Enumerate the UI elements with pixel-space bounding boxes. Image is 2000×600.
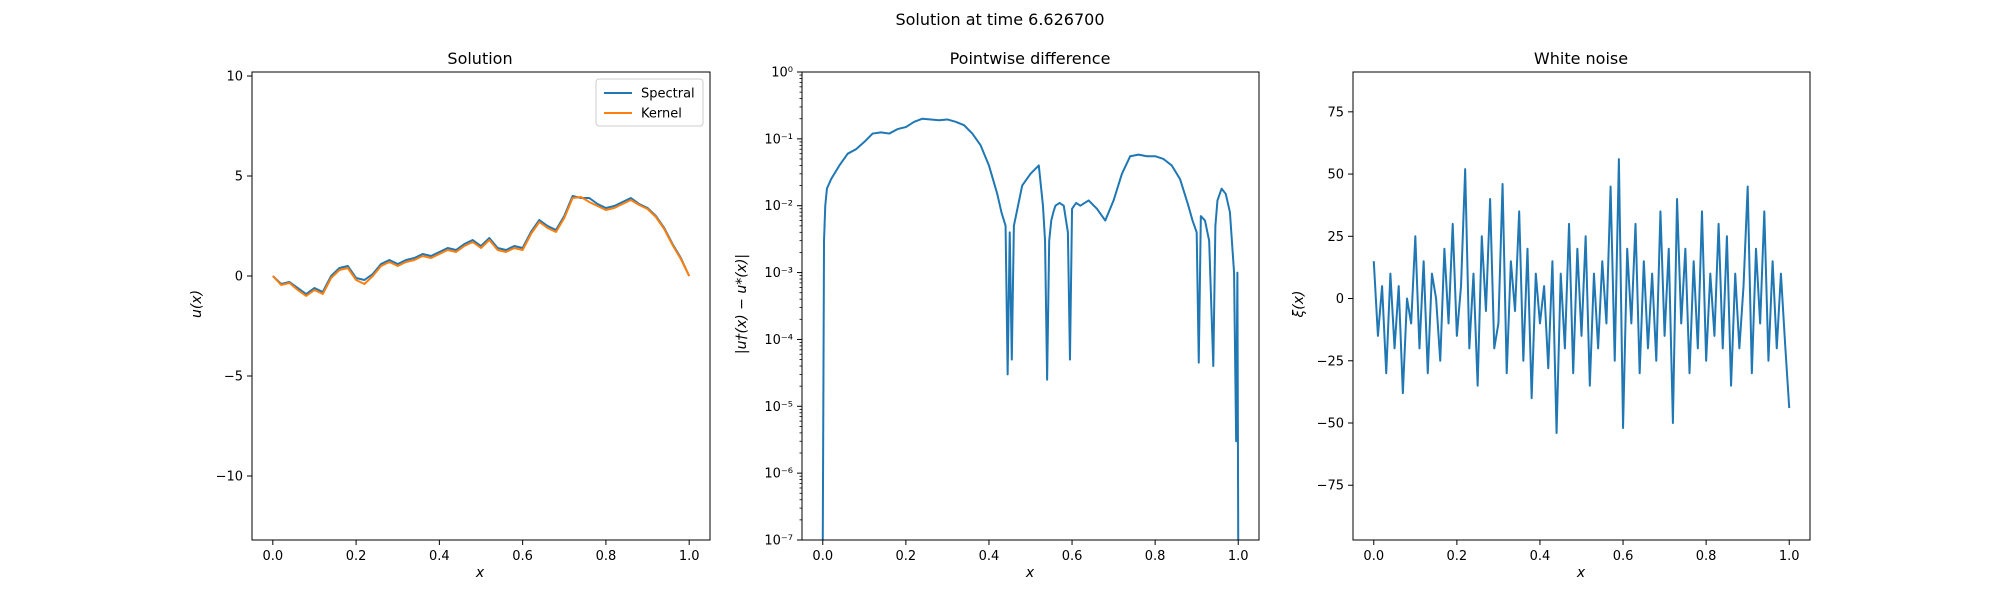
plot-area: 0.0 0.2 0.4 0.6 0.8 1.0 10⁻⁷ 10⁻⁶ 10⁻⁵ 10⁻⁴ 10⁻³ 10… <box>764 66 1260 564</box>
y-tick-label: −50 <box>1317 417 1344 432</box>
legend-label-kernel: Kernel <box>641 107 682 122</box>
y-tick-label: 10⁻¹ <box>764 132 793 147</box>
series-line-data <box>821 117 1240 540</box>
y-tick-label: 25 <box>1327 230 1344 245</box>
y-tick-label: 10⁻⁴ <box>764 333 793 348</box>
axes-frame <box>1352 71 1811 541</box>
x-tick-label: 1.0 <box>679 549 700 564</box>
y-tick-label: −10 <box>216 470 243 485</box>
y-tick-label: 10⁻³ <box>764 266 793 281</box>
y-tick-label: 10⁻⁵ <box>764 400 793 415</box>
y-tick-label: 0 <box>1336 292 1344 307</box>
chart-white-noise: White noise 0.0 0.2 0.4 0.6 0.8 1.0−75−50−250… <box>1291 49 1811 581</box>
y-tick-label: −25 <box>1317 354 1344 369</box>
y-axis-label: ξ(x) <box>1291 290 1307 318</box>
x-tick-label: 0.6 <box>1062 549 1083 564</box>
chart-title: White noise <box>1534 49 1628 68</box>
y-tick-label: 10⁰ <box>771 66 793 81</box>
x-tick-label: 0.6 <box>512 549 533 564</box>
y-tick-label: −5 <box>224 370 243 385</box>
y-tick-label: 10 <box>226 70 243 85</box>
y-tick-label: 5 <box>235 170 243 185</box>
x-tick-label: 0.0 <box>812 549 833 564</box>
series-line-spectral <box>272 195 691 295</box>
figure-suptitle: Solution at time 6.626700 <box>895 10 1104 29</box>
legend-label-spectral: Spectral <box>641 87 695 102</box>
y-tick-label: 0 <box>235 270 243 285</box>
y-tick-label: −75 <box>1317 479 1344 494</box>
x-axis-label: x <box>1025 565 1035 581</box>
x-tick-label: 0.4 <box>979 549 1000 564</box>
legend-box <box>595 78 704 127</box>
x-tick-label: 0.2 <box>346 549 367 564</box>
chart-title: Solution <box>447 49 512 68</box>
series-line-data <box>1372 158 1791 434</box>
y-tick-label: 50 <box>1327 168 1344 183</box>
x-tick-label: 0.2 <box>896 549 917 564</box>
chart-solution: Solution 0.0 0.2 0.4 0.6 0.8 1.0 −10 −5 0 5 10 Spec… <box>189 49 711 581</box>
legend: Spectral Kernel <box>595 78 704 127</box>
plot-area: 0.0 0.2 0.4 0.6 0.8 1.0 −75 −50 −25 0 25 50 75 <box>1317 71 1811 564</box>
x-tick-label: 1.0 <box>1779 549 1800 564</box>
chart-title: Pointwise difference <box>950 49 1111 68</box>
plot-area: 0.0 0.2 0.4 0.6 0.8 1.0 −10 −5 0 5 10 Spectral Kerne… <box>216 70 711 564</box>
y-axis-label: |u†(x) − u*(x)| <box>734 254 750 354</box>
chart-pointwise-difference: Pointwise difference 0.0 0.2 0.4 0.6 0.8 1.0 1… <box>734 49 1260 581</box>
x-tick-label: 0.2 <box>1447 549 1468 564</box>
y-tick-label: 10⁻⁶ <box>764 467 793 482</box>
x-tick-label: 0.0 <box>262 549 283 564</box>
series-line-kernel <box>272 196 691 297</box>
y-axis-label: u(x) <box>189 290 205 318</box>
x-tick-label: 0.8 <box>1145 549 1166 564</box>
x-tick-label: 1.0 <box>1228 549 1249 564</box>
y-tick-label: 75 <box>1327 105 1344 120</box>
x-axis-label: x <box>475 565 485 581</box>
axes-frame <box>251 71 711 541</box>
x-tick-label: 0.8 <box>1696 549 1717 564</box>
x-tick-label: 0.6 <box>1613 549 1634 564</box>
y-tick-label: 10⁻² <box>764 199 793 214</box>
x-tick-label: 0.8 <box>596 549 617 564</box>
axes-frame <box>801 71 1260 541</box>
y-tick-label: 10⁻⁷ <box>764 534 793 549</box>
x-tick-label: 0.4 <box>429 549 450 564</box>
x-tick-label: 0.4 <box>1530 549 1551 564</box>
x-axis-label: x <box>1576 565 1586 581</box>
x-tick-label: 0.0 <box>1363 549 1384 564</box>
